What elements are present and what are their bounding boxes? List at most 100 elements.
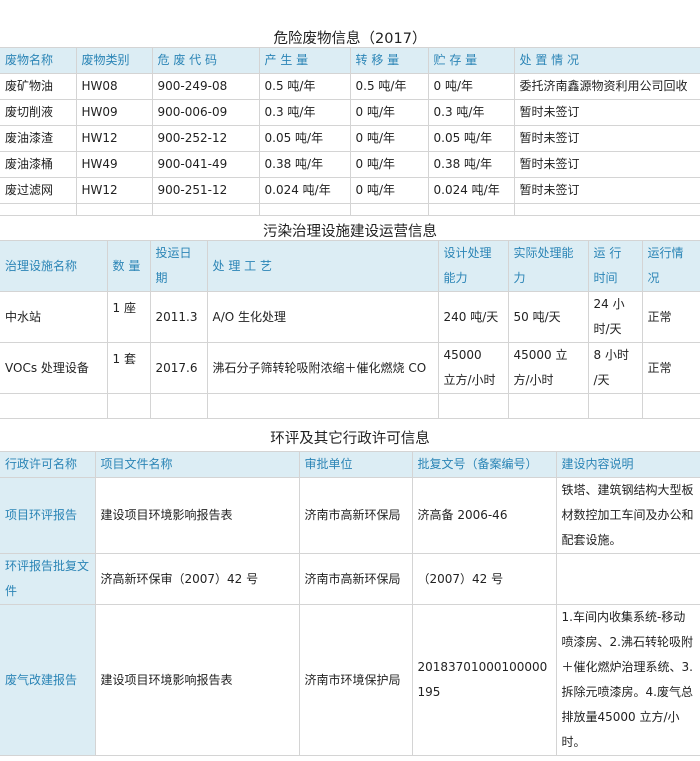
table-cell: VOCs 处理设备 (0, 342, 108, 394)
table-cell (75, 203, 153, 216)
table-cell: 沸石分子筛转轮吸附浓缩＋催化燃烧 CO (206, 342, 439, 394)
table-cell: 900-251-12 (151, 177, 260, 204)
table-cell (437, 393, 509, 419)
empty-row (0, 203, 700, 216)
table-cell: 暂时未签订 (513, 151, 700, 178)
table-cell: 正常 (641, 291, 700, 343)
table-cell: 废油漆桶 (0, 151, 77, 178)
table-cell (641, 393, 700, 419)
table-cell (258, 203, 351, 216)
table-cell: 2011.3 (149, 291, 208, 343)
table-cell: HW08 (75, 73, 153, 100)
table-cell: 废切削液 (0, 99, 77, 126)
table-cell: 50 吨/天 (507, 291, 589, 343)
table-cell: 0 吨/年 (349, 99, 429, 126)
table-cell: 900-006-09 (151, 99, 260, 126)
table-cell: 900-041-49 (151, 151, 260, 178)
table-cell: 环评报告批复文件 (0, 553, 96, 605)
table-cell: 济高备 2006-46 (411, 477, 557, 554)
table-cell: 1 套 (106, 342, 151, 394)
table-cell: 正常 (641, 342, 700, 394)
table-cell (151, 203, 260, 216)
table-cell: 20183701000100000195 (411, 604, 557, 756)
table-cell: 240 吨/天 (437, 291, 509, 343)
table-cell: 900-249-08 (151, 73, 260, 100)
permits-table: 行政许可名称 项目文件名称 审批单位 批复文号（备案编号） 建设内容说明 项目环评报告 建设… (0, 451, 700, 756)
column-header: 危 废 代 码 (151, 47, 260, 74)
permits-title: 环评及其它行政许可信息 (270, 431, 430, 447)
table-cell: 900-252-12 (151, 125, 260, 152)
table-cell: 0.024 吨/年 (427, 177, 515, 204)
table-cell: HW49 (75, 151, 153, 178)
table-cell: 暂时未签订 (513, 125, 700, 152)
column-header: 治理设施名称 (0, 240, 108, 292)
table-cell: 废过滤网 (0, 177, 77, 204)
table-cell: 项目环评报告 (0, 477, 96, 554)
table-cell: 1.车间内收集系统-移动喷漆房、2.沸石转轮吸附＋催化燃炉治理系统、3.拆除元喷… (555, 604, 700, 756)
table-cell: 0.38 吨/年 (427, 151, 515, 178)
column-header: 运 行 时间 (587, 240, 643, 292)
table-cell (427, 203, 515, 216)
table-row: 项目环评报告 建设项目环境影响报告表 济南市高新环保局 济高备 2006-46 铁塔、建… (0, 477, 700, 554)
table-cell: 0 吨/年 (427, 73, 515, 100)
table-cell: 0 吨/年 (349, 151, 429, 178)
table-cell: 废油漆渣 (0, 125, 77, 152)
hazardous-waste-title: 危险废物信息（2017） (273, 31, 427, 47)
table-cell (106, 393, 151, 419)
header-row: 治理设施名称数 量投运日期处 理 工 艺设计处理能力 实际处理能力运 行 时间 运行… (0, 240, 700, 292)
column-header: 数 量 (106, 240, 151, 292)
table-cell: 济南市高新环保局 (298, 477, 413, 554)
table-cell: 0 吨/年 (349, 177, 429, 204)
column-header: 处 置 情 况 (513, 47, 700, 74)
table-row: VOCs 处理设备 1 套 2017.6 沸石分子筛转轮吸附浓缩＋催化燃烧 CO 450… (0, 342, 700, 394)
column-header: 废物名称 (0, 47, 77, 74)
table-cell: 废矿物油 (0, 73, 77, 100)
table-cell: 委托济南鑫源物资利用公司回收 (513, 73, 700, 100)
table-cell (206, 393, 439, 419)
table-cell: 0.05 吨/年 (427, 125, 515, 152)
table-row: 废矿物油 HW08 900-249-08 0.5 吨/年 0.5 吨/年 0 吨/年 委托济… (0, 73, 700, 100)
table-cell: 济高新环保审（2007）42 号 (94, 553, 300, 605)
table-cell: （2007）42 号 (411, 553, 557, 605)
header-row: 行政许可名称 项目文件名称 审批单位 批复文号（备案编号） 建设内容说明 (0, 451, 700, 478)
table-cell (507, 393, 589, 419)
column-header: 建设内容说明 (555, 451, 700, 478)
table-cell: 铁塔、建筑钢结构大型板材数控加工车间及办公和配套设施。 (555, 477, 700, 554)
header-row: 废物名称 废物类别危 废 代 码产 生 量转 移 量贮 存 量处 置 情 况 (0, 47, 700, 74)
column-header: 批复文号（备案编号） (411, 451, 557, 478)
table-cell (555, 553, 700, 605)
table-cell: 暂时未签订 (513, 99, 700, 126)
column-header: 审批单位 (298, 451, 413, 478)
empty-row (0, 393, 700, 419)
table-cell: 45000 立方/小时 (437, 342, 509, 394)
table-cell: 建设项目环境影响报告表 (94, 604, 300, 756)
column-header: 产 生 量 (258, 47, 351, 74)
column-header: 贮 存 量 (427, 47, 515, 74)
table-cell (149, 393, 208, 419)
table-row: 废油漆渣 HW12 900-252-12 0.05 吨/年 0 吨/年 0.05 吨/年暂… (0, 125, 700, 152)
table-row: 废气改建报告 建设项目环境影响报告表 济南市环境保护局 201837010001000… (0, 604, 700, 756)
table-cell: 中水站 (0, 291, 108, 343)
table-cell: 建设项目环境影响报告表 (94, 477, 300, 554)
column-header: 处 理 工 艺 (206, 240, 439, 292)
table-cell: 0.3 吨/年 (258, 99, 351, 126)
table-row: 废过滤网 HW12 900-251-12 0.024 吨/年 0 吨/年 0.024 吨/… (0, 177, 700, 204)
table-cell: 45000 立方/小时 (507, 342, 589, 394)
column-header: 转 移 量 (349, 47, 429, 74)
table-cell: 0.5 吨/年 (349, 73, 429, 100)
table-cell (587, 393, 643, 419)
table-cell: 2017.6 (149, 342, 208, 394)
table-cell: 1 座 (106, 291, 151, 343)
column-header: 运行情况 (641, 240, 700, 292)
table-cell: 济南市环境保护局 (298, 604, 413, 756)
table-cell: A/O 生化处理 (206, 291, 439, 343)
column-header: 项目文件名称 (94, 451, 300, 478)
table-row: 中水站 1 座 2011.3 A/O 生化处理 240 吨/天 50 吨/天 24 小时/天… (0, 291, 700, 343)
table-cell: 0.3 吨/年 (427, 99, 515, 126)
table-cell: 暂时未签订 (513, 177, 700, 204)
table-cell: 废气改建报告 (0, 604, 96, 756)
table-cell (513, 203, 700, 216)
column-header: 实际处理能力 (507, 240, 589, 292)
column-header: 投运日期 (149, 240, 208, 292)
table-row: 废油漆桶 HW49 900-041-49 0.38 吨/年 0 吨/年 0.38 吨/年暂… (0, 151, 700, 178)
